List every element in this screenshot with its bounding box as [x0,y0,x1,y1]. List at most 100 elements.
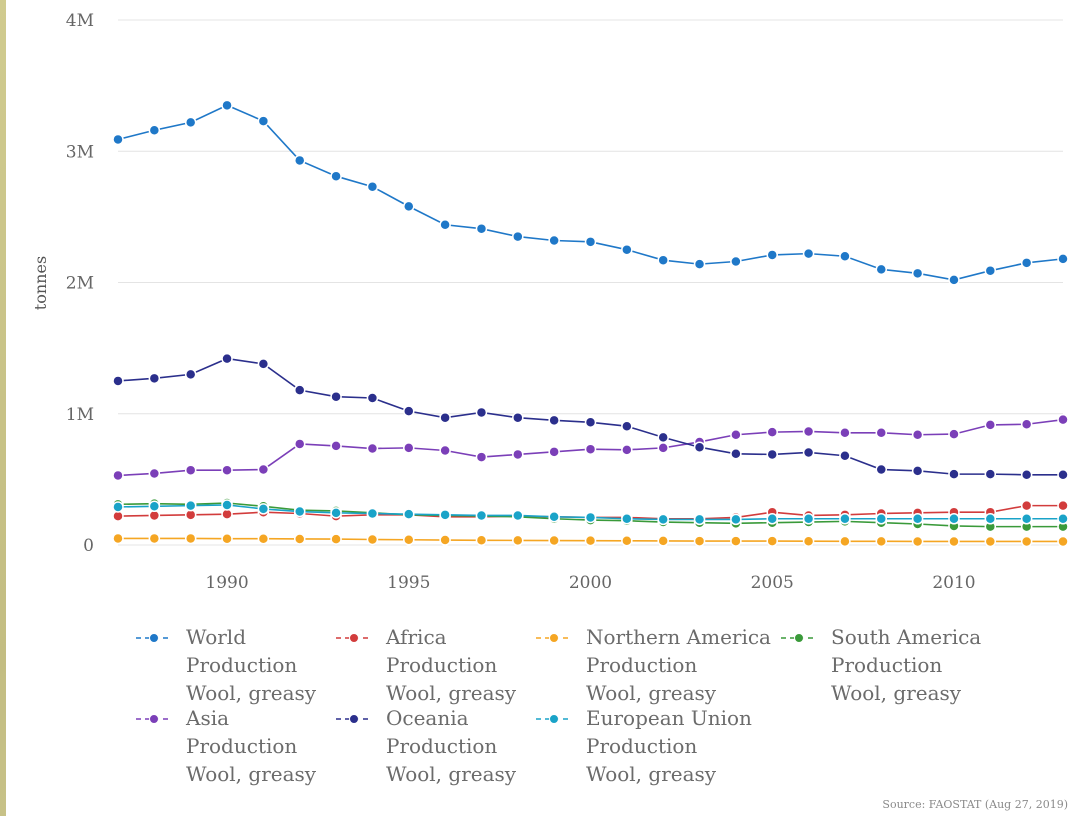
data-point[interactable] [512,411,524,424]
data-point[interactable] [475,222,488,235]
data-point[interactable] [439,411,451,424]
data-point[interactable] [1057,499,1069,512]
data-point[interactable] [112,469,124,482]
data-point[interactable] [221,99,233,112]
data-point[interactable] [766,426,778,438]
data-point[interactable] [584,511,597,524]
data-point[interactable] [439,509,451,521]
data-point[interactable] [293,154,306,167]
data-point[interactable] [948,428,960,440]
data-point[interactable] [112,501,124,513]
data-point[interactable] [657,535,669,547]
data-point[interactable] [439,219,451,231]
data-point[interactable] [512,509,524,522]
data-point[interactable] [112,532,124,545]
data-point[interactable] [475,534,488,547]
data-point[interactable] [221,352,233,365]
data-point[interactable] [148,124,161,136]
data-point[interactable] [693,441,706,453]
data-point[interactable] [1020,513,1033,525]
data-point[interactable] [403,508,415,520]
data-point[interactable] [221,532,233,545]
data-point[interactable] [584,534,597,547]
data-point[interactable] [730,448,742,460]
data-point[interactable] [984,535,997,548]
data-point[interactable] [366,180,379,193]
legend-item[interactable]: South America Production Wool, greasy [781,625,981,705]
legend-item[interactable]: Oceania Production Wool, greasy [336,706,517,786]
data-point[interactable] [875,513,888,525]
data-point[interactable] [766,535,778,547]
data-point[interactable] [766,513,778,525]
data-point[interactable] [875,535,888,548]
data-point[interactable] [730,429,742,441]
data-point[interactable] [730,513,742,526]
data-point[interactable] [1057,253,1069,265]
data-point[interactable] [948,535,960,548]
legend-item[interactable]: Africa Production Wool, greasy [336,625,517,705]
data-point[interactable] [1057,535,1069,548]
data-point[interactable] [148,467,161,480]
data-point[interactable] [148,532,161,545]
data-point[interactable] [1020,418,1033,430]
data-point[interactable] [730,255,742,268]
data-point[interactable] [839,250,851,262]
data-point[interactable] [984,468,997,480]
data-point[interactable] [439,444,451,457]
data-point[interactable] [911,429,924,441]
data-point[interactable] [366,442,379,455]
data-point[interactable] [948,513,960,525]
data-point[interactable] [693,513,706,526]
data-point[interactable] [1020,535,1033,548]
data-point[interactable] [911,267,924,280]
data-point[interactable] [184,116,197,129]
data-point[interactable] [802,425,815,438]
data-point[interactable] [330,533,342,545]
data-point[interactable] [112,133,124,146]
data-point[interactable] [475,406,488,419]
data-point[interactable] [584,443,597,455]
legend-item[interactable]: European Union Production Wool, greasy [536,706,752,786]
data-point[interactable] [657,513,669,526]
data-point[interactable] [584,236,597,248]
data-point[interactable] [948,468,960,480]
data-point[interactable] [1057,413,1069,426]
data-point[interactable] [621,444,633,456]
data-point[interactable] [330,507,342,519]
data-point[interactable] [257,115,270,127]
data-point[interactable] [366,533,379,546]
data-point[interactable] [802,446,815,459]
data-point[interactable] [766,249,778,261]
data-point[interactable] [293,533,306,545]
data-point[interactable] [766,448,778,461]
data-point[interactable] [984,513,997,525]
data-point[interactable] [366,392,379,404]
data-point[interactable] [112,375,124,387]
data-point[interactable] [693,258,706,270]
data-point[interactable] [548,534,560,547]
data-point[interactable] [403,200,415,213]
data-point[interactable] [257,463,270,476]
data-point[interactable] [184,499,197,512]
data-point[interactable] [911,465,924,477]
data-point[interactable] [548,511,560,523]
legend-item[interactable]: Northern America Production Wool, greasy [536,625,771,705]
data-point[interactable] [730,535,742,547]
data-point[interactable] [221,464,233,476]
data-point[interactable] [512,230,524,243]
data-point[interactable] [1020,499,1033,512]
data-point[interactable] [984,419,997,431]
data-point[interactable] [330,440,342,452]
data-point[interactable] [1020,469,1033,481]
data-point[interactable] [984,264,997,277]
data-point[interactable] [257,358,270,370]
data-point[interactable] [403,442,415,454]
data-point[interactable] [548,446,560,458]
data-point[interactable] [657,431,669,444]
data-point[interactable] [548,414,560,427]
data-point[interactable] [1020,257,1033,269]
data-point[interactable] [584,416,597,429]
data-point[interactable] [911,535,924,548]
data-point[interactable] [330,170,342,182]
data-point[interactable] [948,274,960,286]
